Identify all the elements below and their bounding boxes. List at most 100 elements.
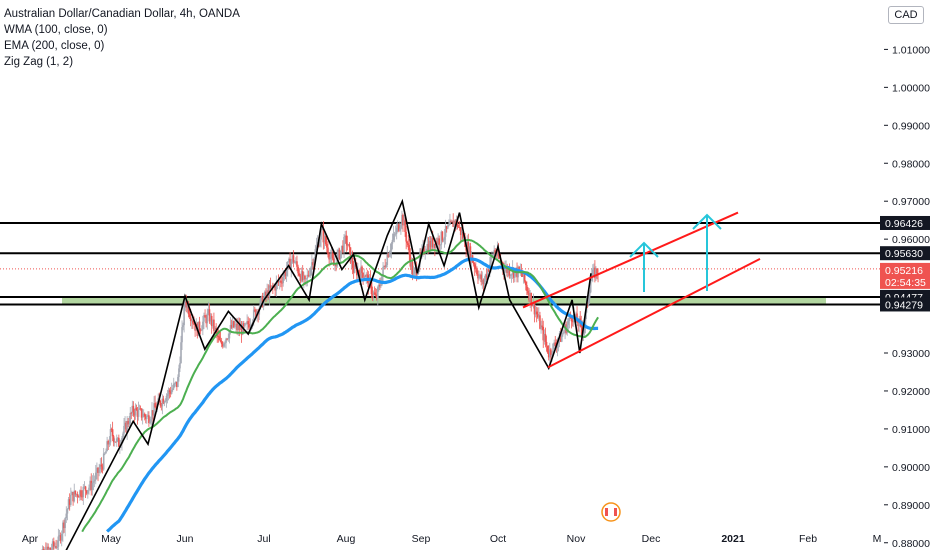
candle-body xyxy=(593,267,595,270)
candle-body xyxy=(339,250,342,260)
candle-body xyxy=(218,336,221,341)
candle-body xyxy=(172,383,175,389)
price-label-bg xyxy=(880,262,930,289)
y-axis-tick: 0.96000 xyxy=(892,234,930,246)
candle-body xyxy=(110,429,113,430)
candle-body xyxy=(472,262,475,265)
candle-body xyxy=(260,296,263,300)
candle-body xyxy=(461,231,463,236)
candle-body xyxy=(490,256,492,265)
candle-body xyxy=(94,472,97,480)
candle-body xyxy=(186,304,189,308)
candle-body xyxy=(90,480,93,490)
candle-body xyxy=(395,227,398,234)
currency-badge[interactable]: CAD xyxy=(888,6,924,24)
candle-body xyxy=(437,238,439,245)
candle-body xyxy=(575,313,577,318)
y-axis-tick: 0.93000 xyxy=(892,348,930,360)
candle-body xyxy=(496,249,499,256)
candle-body xyxy=(148,415,150,424)
candle-body xyxy=(126,420,128,432)
candle-body xyxy=(487,269,490,272)
candle-body xyxy=(514,270,516,278)
candle-body xyxy=(459,227,462,236)
candle-body xyxy=(367,275,370,288)
candle-body xyxy=(438,238,440,245)
candle-body xyxy=(337,249,340,255)
candle-body xyxy=(193,323,195,325)
candle-body xyxy=(76,493,79,497)
candle-body xyxy=(115,438,118,443)
economic-event-icon[interactable] xyxy=(601,502,621,522)
candle-body xyxy=(567,321,570,325)
candle-body xyxy=(398,224,400,231)
candle-body xyxy=(518,266,521,271)
candle-body xyxy=(66,509,69,514)
candle-body xyxy=(269,285,272,288)
channel-lower-line[interactable] xyxy=(547,257,761,369)
candle-body xyxy=(327,247,329,255)
candle-body xyxy=(322,228,325,243)
candle-body xyxy=(68,499,71,505)
y-axis-tick: 0.98000 xyxy=(892,158,930,170)
candle-body xyxy=(96,467,98,473)
wma-line[interactable] xyxy=(106,257,599,533)
candle-body xyxy=(359,273,361,279)
candle-body xyxy=(240,326,243,335)
candle-body xyxy=(284,271,287,276)
candle-body xyxy=(64,518,66,529)
candle-body xyxy=(414,268,417,271)
candle-body xyxy=(381,275,383,285)
price-label[interactable]: 0.94279 xyxy=(880,297,930,312)
candle-body xyxy=(594,267,596,279)
price-label-bg xyxy=(880,215,930,230)
candle-body xyxy=(458,227,461,228)
candle-body xyxy=(588,292,591,299)
candle-body xyxy=(166,394,169,396)
candle-body xyxy=(270,285,273,288)
candle-body xyxy=(577,322,579,326)
candle-body xyxy=(430,237,433,248)
candle-body xyxy=(223,343,225,347)
candle-body xyxy=(319,239,321,247)
candle-body xyxy=(81,496,83,498)
candle-body xyxy=(299,275,302,282)
candle-body xyxy=(508,268,511,276)
candle-body xyxy=(122,433,124,438)
candle-body xyxy=(135,407,138,411)
candle-body xyxy=(129,412,132,424)
candle-body xyxy=(314,249,317,259)
x-axis-tick: Feb xyxy=(799,533,817,545)
zigzag-line[interactable] xyxy=(58,198,592,550)
candle-body xyxy=(426,244,429,252)
candle-body xyxy=(202,321,204,330)
candle-body xyxy=(108,442,111,445)
candle-body xyxy=(353,264,356,273)
ema-line[interactable] xyxy=(81,238,599,533)
flag-center xyxy=(608,508,614,516)
x-axis-tick: Jun xyxy=(177,533,194,545)
candle-body xyxy=(544,333,547,342)
candle-body xyxy=(199,330,202,332)
target-arrow-2[interactable] xyxy=(692,213,722,291)
candle-body xyxy=(485,274,488,278)
y-axis-tick: 0.92000 xyxy=(892,386,930,398)
price-label[interactable]: 0.96426 xyxy=(880,215,930,230)
candle-body xyxy=(233,321,235,328)
candle-body xyxy=(412,273,415,275)
target-arrow-1[interactable] xyxy=(629,241,659,292)
candle-body xyxy=(138,408,141,410)
candle-body xyxy=(448,224,450,226)
channel-upper-line[interactable] xyxy=(522,211,739,309)
candle-body xyxy=(545,341,548,346)
candle-body xyxy=(105,451,107,454)
price-label[interactable]: 0.95630 xyxy=(880,246,930,261)
candle-body xyxy=(301,271,304,281)
candle-body xyxy=(144,416,147,419)
candle-body xyxy=(326,243,328,248)
candle-body xyxy=(198,321,201,331)
candle-body xyxy=(495,253,498,256)
